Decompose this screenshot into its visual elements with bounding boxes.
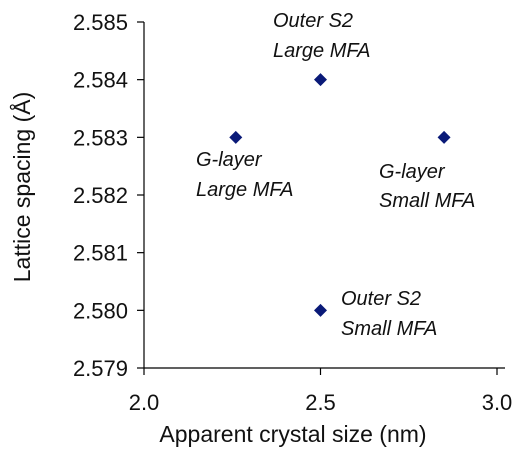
annotation-line: G-layer (379, 161, 446, 183)
x-tick-label: 3.0 (482, 390, 513, 415)
y-tick-label: 2.581 (73, 241, 128, 266)
annotations: Outer S2 Large MFA G-layer Large MFA G-l… (196, 10, 475, 340)
annotation-line: G-layer (196, 149, 263, 171)
x-axis-title: Apparent crystal size (nm) (159, 421, 426, 447)
annotation-outer-s2-large-mfa: Outer S2 Large MFA (273, 10, 370, 62)
x-tick-label: 2.0 (129, 390, 160, 415)
annotation-outer-s2-small-mfa: Outer S2 Small MFA (341, 288, 437, 340)
annotation-line: Outer S2 (341, 288, 421, 310)
y-tick-label: 2.584 (73, 68, 128, 93)
data-point (314, 73, 327, 87)
data-point (437, 130, 451, 144)
annotation-line: Small MFA (341, 318, 437, 340)
y-ticks: 2.579 2.580 2.581 2.582 2.583 2.584 2.585 (73, 10, 144, 381)
data-points (229, 73, 451, 317)
annotation-line: Outer S2 (273, 10, 353, 32)
data-point (314, 303, 327, 317)
annotation-g-layer-small-mfa: G-layer Small MFA (379, 161, 475, 212)
annotation-line: Large MFA (273, 40, 370, 62)
annotation-g-layer-large-mfa: G-layer Large MFA (196, 149, 293, 201)
x-ticks: 2.0 2.5 3.0 (129, 368, 513, 415)
y-tick-label: 2.582 (73, 183, 128, 208)
data-point (229, 130, 243, 144)
y-axis-title: Lattice spacing (Å) (8, 92, 35, 282)
y-tick-label: 2.579 (73, 356, 128, 381)
annotation-line: Large MFA (196, 179, 293, 201)
y-tick-label: 2.580 (73, 298, 128, 323)
y-tick-label: 2.585 (73, 10, 128, 35)
y-tick-label: 2.583 (73, 125, 128, 150)
annotation-line: Small MFA (379, 190, 475, 212)
x-tick-label: 2.5 (305, 390, 336, 415)
